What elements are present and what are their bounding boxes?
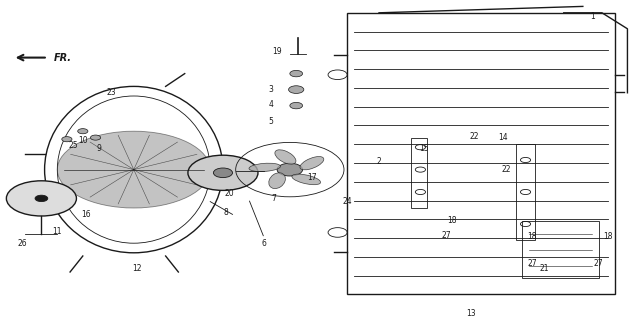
Text: 9: 9 xyxy=(96,144,101,153)
Text: 21: 21 xyxy=(540,264,549,273)
Circle shape xyxy=(90,135,101,140)
Text: 15: 15 xyxy=(419,144,429,153)
Text: 7: 7 xyxy=(271,194,276,203)
Text: 10: 10 xyxy=(78,136,88,145)
Circle shape xyxy=(290,70,303,77)
Text: 19: 19 xyxy=(272,47,282,56)
Text: 23: 23 xyxy=(106,88,117,97)
Text: 5: 5 xyxy=(268,117,273,126)
Text: 16: 16 xyxy=(81,210,91,219)
Ellipse shape xyxy=(269,173,285,188)
Circle shape xyxy=(213,168,233,178)
Ellipse shape xyxy=(292,174,320,185)
Circle shape xyxy=(78,129,88,134)
Text: 1: 1 xyxy=(590,12,595,20)
Text: 25: 25 xyxy=(68,141,78,150)
Circle shape xyxy=(289,86,304,93)
Text: FR.: FR. xyxy=(54,52,72,63)
Text: 3: 3 xyxy=(268,85,273,94)
Text: 8: 8 xyxy=(224,208,229,217)
Circle shape xyxy=(57,131,210,208)
Text: 27: 27 xyxy=(527,260,537,268)
Circle shape xyxy=(277,163,303,176)
Bar xyxy=(516,144,535,240)
Bar xyxy=(522,221,599,278)
Bar xyxy=(347,13,615,294)
Circle shape xyxy=(6,181,76,216)
Text: 27: 27 xyxy=(594,260,604,268)
Ellipse shape xyxy=(300,156,324,170)
Ellipse shape xyxy=(275,150,296,164)
Text: 26: 26 xyxy=(17,239,27,248)
Text: 27: 27 xyxy=(441,231,451,240)
Text: 24: 24 xyxy=(342,197,352,206)
Text: 11: 11 xyxy=(53,228,62,236)
Circle shape xyxy=(62,137,72,142)
Circle shape xyxy=(290,102,303,109)
Text: 6: 6 xyxy=(262,239,267,248)
Text: 12: 12 xyxy=(132,264,141,273)
Text: 14: 14 xyxy=(498,133,508,142)
Circle shape xyxy=(188,155,258,190)
Text: 4: 4 xyxy=(268,100,273,108)
Bar xyxy=(411,138,427,208)
Text: 13: 13 xyxy=(466,309,476,318)
Text: 18: 18 xyxy=(527,232,536,241)
Text: 20: 20 xyxy=(224,189,234,198)
Text: 17: 17 xyxy=(307,173,317,182)
Text: 22: 22 xyxy=(470,132,479,140)
Text: 2: 2 xyxy=(376,157,382,166)
Text: 18: 18 xyxy=(448,216,457,225)
Text: 22: 22 xyxy=(502,165,511,174)
Text: 18: 18 xyxy=(604,232,613,241)
Circle shape xyxy=(35,195,48,202)
Ellipse shape xyxy=(249,163,280,172)
